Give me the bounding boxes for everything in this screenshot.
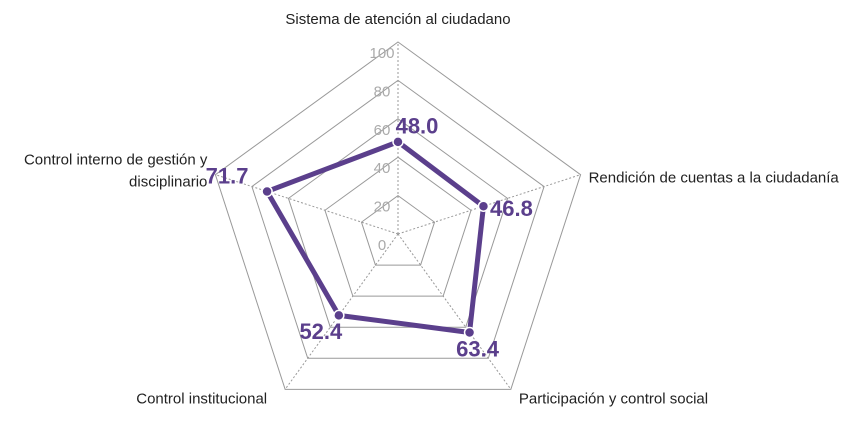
axis-label: Sistema de atención al ciudadano: [285, 11, 510, 28]
spoke: [397, 174, 581, 235]
grid-ring: [324, 156, 472, 297]
axis-label: Control institucional: [136, 390, 267, 407]
data-point: [477, 200, 490, 212]
y-tick-label: 60: [374, 122, 391, 139]
grid-ring: [214, 41, 582, 390]
value-label: 48.0: [396, 114, 439, 139]
value-label: 52.4: [299, 319, 343, 344]
axis-label: Rendición de cuentas a la ciudadanía: [589, 170, 840, 187]
data-point: [392, 136, 404, 148]
y-tick-label: 20: [374, 199, 391, 216]
grid-ring: [287, 118, 509, 328]
y-tick-label: 80: [374, 83, 391, 100]
spoke: [397, 233, 512, 390]
value-label: 63.4: [456, 336, 500, 361]
axis-label: Control interno de gestión y disciplinari…: [24, 152, 208, 191]
y-tick-label: 100: [369, 45, 394, 62]
data-point: [261, 185, 273, 198]
y-tick-label: 0: [378, 237, 386, 254]
series-line: [264, 139, 486, 335]
spoke: [215, 174, 399, 235]
data-point: [333, 309, 345, 322]
y-tick-label: 40: [374, 160, 391, 177]
value-label: 71.7: [206, 163, 249, 188]
grid-ring: [360, 194, 436, 266]
value-label: 46.8: [490, 196, 533, 221]
grid-ring: [251, 79, 545, 359]
axis-label: Participación y control social: [519, 390, 708, 407]
data-point: [463, 326, 476, 339]
